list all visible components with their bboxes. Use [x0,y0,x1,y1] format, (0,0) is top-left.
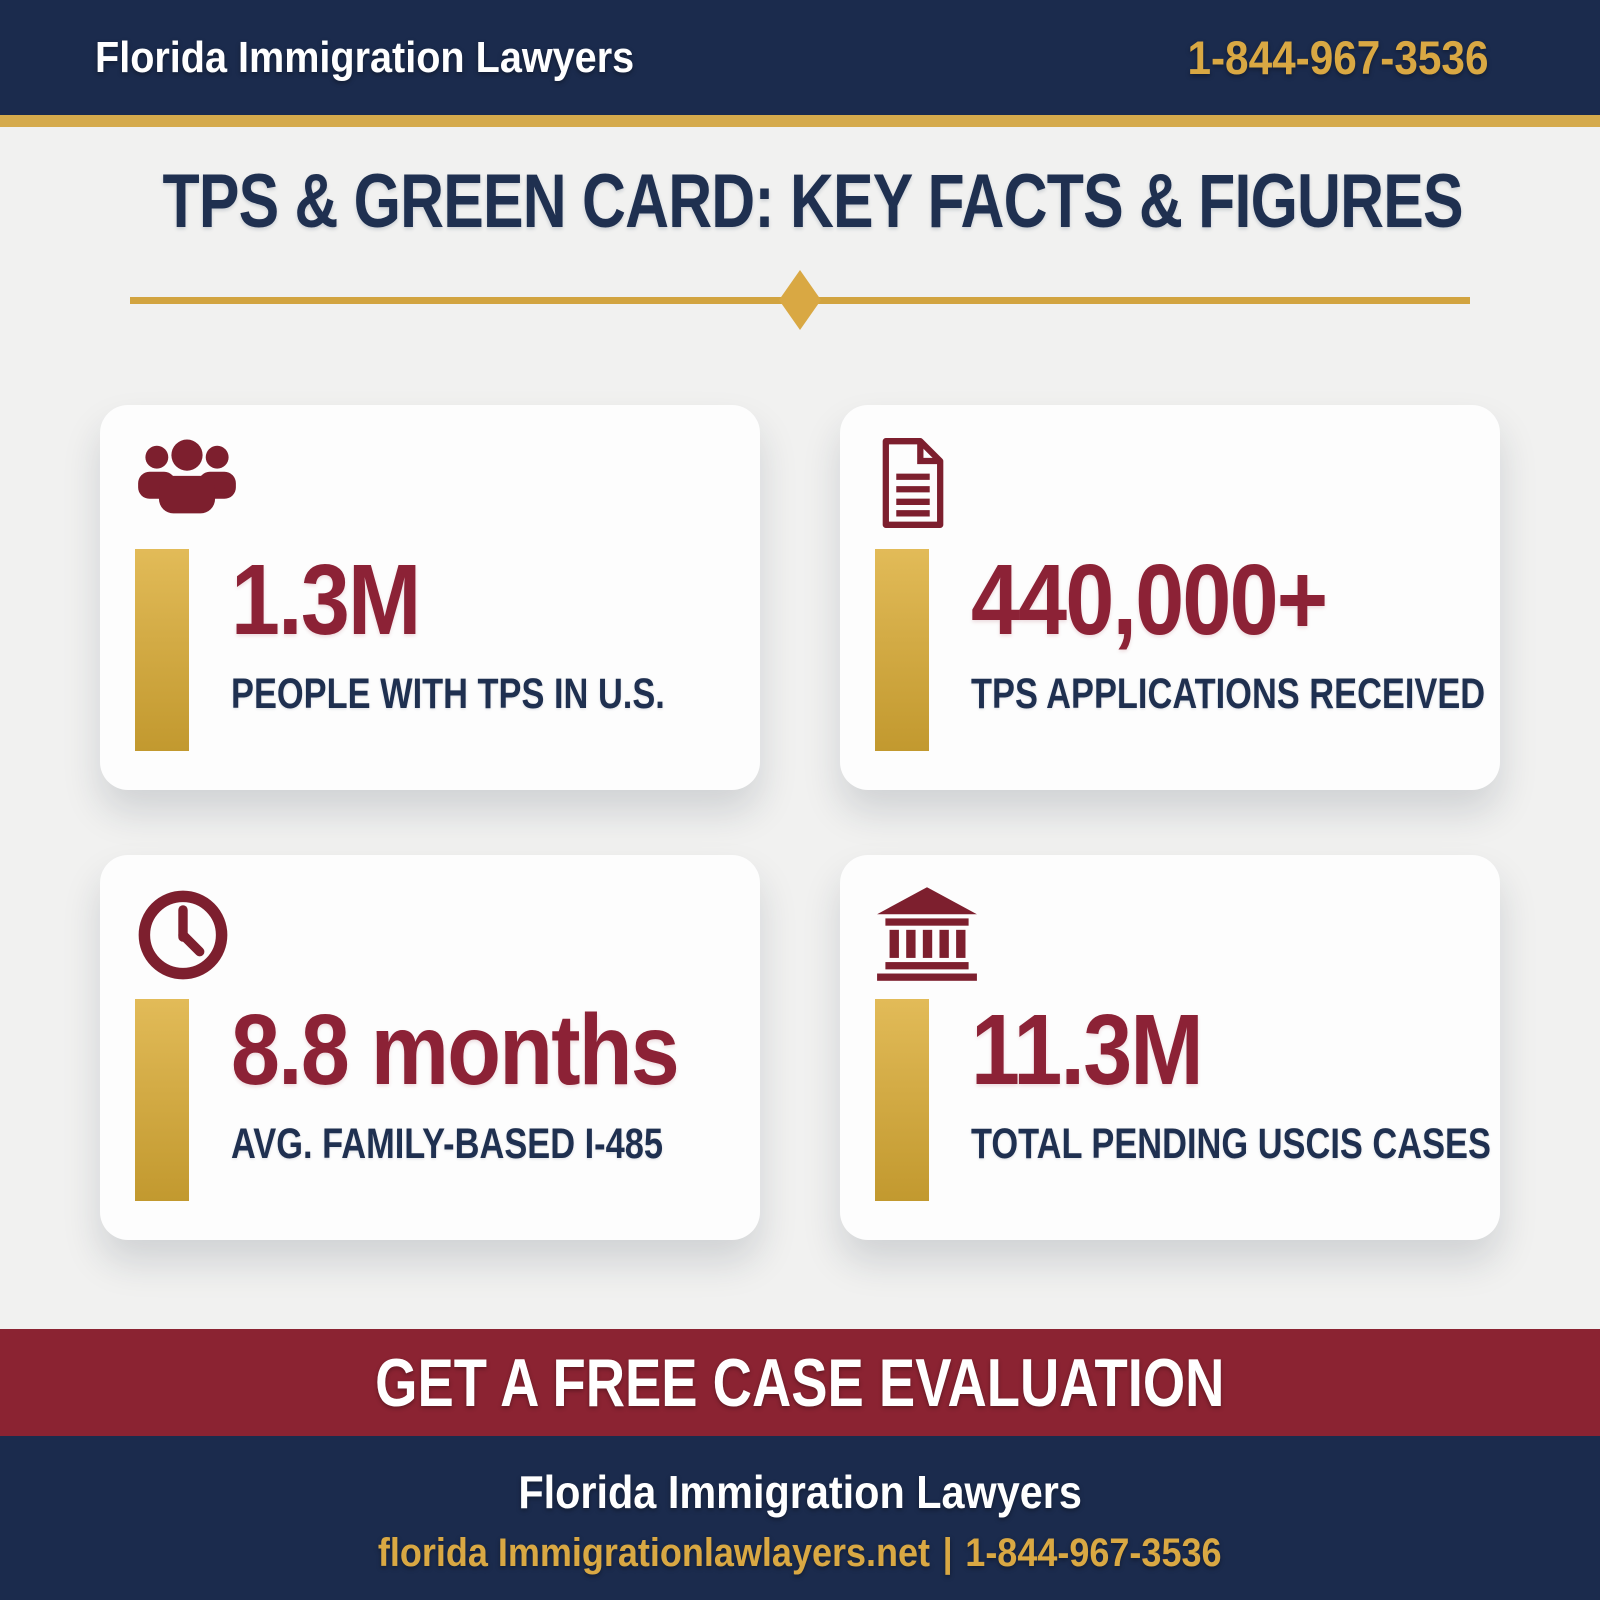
footer-bar: Florida Immigration Lawyers florida Immi… [0,1436,1600,1600]
header-gold-strip [0,115,1600,127]
stat-value: 440,000+ [971,544,1328,656]
stat-label: TPS APPLICATIONS RECEIVED [971,670,1486,718]
stat-card-tps-people: 1.3M PEOPLE WITH TPS IN U.S. [100,405,760,790]
stat-label: TOTAL PENDING USCIS CASES [971,1120,1491,1168]
header-phone[interactable]: 1-844-967-3536 [1186,31,1488,84]
header-bar: Florida Immigration Lawyers 1-844-967-35… [0,0,1600,115]
document-icon [875,437,951,534]
stat-label: PEOPLE WITH TPS IN U.S. [231,670,665,718]
diamond-icon [779,270,821,330]
stat-cards-grid: 1.3M PEOPLE WITH TPS IN U.S. 440,00 [100,405,1500,1240]
stat-value: 11.3M [971,994,1204,1106]
gold-accent-bar [135,549,189,751]
cta-label: GET A FREE CASE EVALUATION [375,1344,1225,1421]
footer-phone[interactable]: 1-844-967-3536 [965,1530,1222,1575]
header-brand: Florida Immigration Lawyers [95,32,635,82]
page-title: TPS & GREEN CARD: KEY FACTS & FIGURES [162,159,1464,244]
footer-brand: Florida Immigration Lawyers [518,1465,1082,1518]
bank-icon [875,887,979,986]
cta-banner[interactable]: GET A FREE CASE EVALUATION [0,1329,1600,1436]
gold-accent-bar [875,549,929,751]
title-divider [130,270,1470,330]
gold-accent-bar [875,999,929,1201]
stat-value: 8.8 months [231,994,680,1106]
stat-card-tps-applications: 440,000+ TPS APPLICATIONS RECEIVED [840,405,1500,790]
footer-separator: | [942,1530,954,1575]
footer-website[interactable]: florida Immigrationlawlayers.net [378,1530,931,1575]
people-icon [135,437,239,524]
stat-value: 1.3M [231,544,421,656]
stat-card-pending-cases: 11.3M TOTAL PENDING USCIS CASES [840,855,1500,1240]
clock-icon [135,887,231,988]
stat-label: AVG. FAMILY-BASED I-485 [231,1120,664,1168]
gold-accent-bar [135,999,189,1201]
divider-line-left [130,296,783,304]
divider-line-right [817,296,1470,304]
stat-card-processing-time: 8.8 months AVG. FAMILY-BASED I-485 [100,855,760,1240]
footer-contact: florida Immigrationlawlayers.net | 1-844-9… [378,1531,1222,1576]
